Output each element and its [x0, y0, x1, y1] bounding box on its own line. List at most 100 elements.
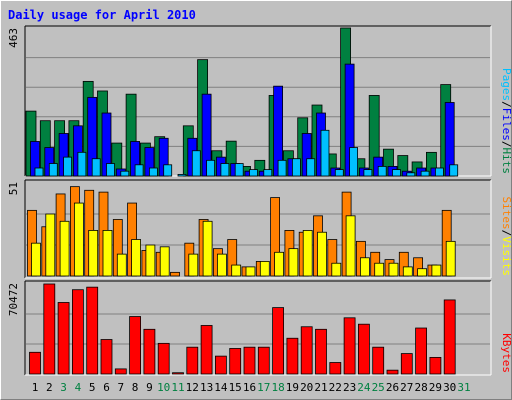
bar-kbytes-day-26	[386, 369, 399, 375]
bar-visits-day-20	[302, 230, 313, 277]
bar-kbytes-day-27	[400, 353, 413, 375]
bar-kbytes-day-17	[257, 346, 270, 375]
day-label-24: 24	[357, 381, 371, 394]
bar-visits-day-26	[388, 262, 399, 277]
day-label-8: 8	[132, 381, 139, 394]
y-max-label: 51	[7, 182, 20, 195]
chart-panels: 463 Pages/Files/Hits 51 Sites/Visits 70472 KB…	[7, 25, 512, 376]
bar-kbytes-day-16	[243, 346, 256, 375]
legend-item-hits: Hits	[500, 148, 512, 175]
bar-visits-day-15	[231, 264, 242, 277]
legend-separator: /	[500, 230, 512, 237]
bar-kbytes-day-8	[129, 316, 142, 375]
bar-visits-day-16	[245, 266, 256, 277]
bar-pages-day-12	[191, 150, 201, 177]
legend-kbytes: KBytes	[500, 333, 512, 373]
y-max-label: 70472	[7, 283, 20, 316]
day-label-26: 26	[386, 381, 399, 394]
bar-kbytes-day-25	[372, 346, 385, 375]
bar-pages-day-14	[220, 163, 230, 177]
bar-pages-day-23	[349, 147, 359, 177]
legend-hits-files-pages: Pages/Files/Hits	[500, 68, 512, 174]
bar-pages-day-13	[206, 159, 216, 177]
bar-pages-day-15	[234, 163, 244, 177]
y-max-label: 463	[7, 28, 20, 48]
day-label-23: 23	[343, 381, 356, 394]
day-label-25: 25	[372, 381, 385, 394]
bar-kbytes-day-19	[286, 337, 299, 375]
bar-visits-day-3	[59, 220, 70, 277]
bar-kbytes-day-21	[315, 328, 327, 375]
bar-pages-day-27	[406, 172, 416, 177]
day-label-9: 9	[146, 381, 153, 394]
day-label-3: 3	[60, 381, 67, 394]
legend-separator: /	[500, 141, 512, 148]
day-label-13: 13	[200, 381, 213, 394]
bar-kbytes-day-15	[229, 348, 242, 375]
bar-visits-day-17	[259, 261, 270, 277]
bar-kbytes-day-28	[415, 327, 428, 375]
bar-visits-day-29	[431, 264, 442, 277]
day-label-2: 2	[46, 381, 53, 394]
bar-pages-day-2	[48, 163, 58, 177]
bar-pages-day-17	[263, 169, 273, 177]
bar-pages-day-7	[120, 170, 130, 177]
day-label-1: 1	[32, 381, 39, 394]
bar-visits-day-19	[288, 248, 299, 277]
day-label-7: 7	[117, 381, 124, 394]
bar-visits-day-25	[374, 262, 385, 277]
bar-visits-day-28	[417, 268, 428, 277]
day-label-29: 29	[429, 381, 442, 394]
bar-pages-day-10	[163, 164, 173, 177]
day-label-5: 5	[89, 381, 96, 394]
day-label-16: 16	[243, 381, 256, 394]
bar-kbytes-day-22	[329, 362, 342, 375]
bar-pages-day-25	[377, 166, 387, 177]
bar-kbytes-day-9	[143, 328, 156, 375]
day-axis-labels: 1 2 3 4 5 6 7 8 9 10 11 12 13 14 15 16 17 18 19 20 21 22 23 24 2…	[32, 381, 471, 394]
day-label-14: 14	[214, 381, 228, 394]
bar-pages-day-1	[34, 167, 44, 177]
bar-pages-day-29	[434, 167, 444, 177]
bar-visits-day-27	[402, 266, 413, 277]
bar-visits-day-5	[88, 230, 99, 277]
bar-visits-day-10	[159, 246, 170, 277]
day-label-10: 10	[157, 381, 170, 394]
bar-kbytes-day-30	[443, 299, 456, 375]
bar-visits-day-30	[445, 240, 456, 277]
panel-hits-files-pages: 463 Pages/Files/Hits	[7, 25, 512, 177]
bar-kbytes-day-13	[200, 325, 213, 375]
bar-pages-day-24	[363, 169, 373, 177]
bar-visits-day-8	[131, 239, 142, 277]
bar-pages-day-28	[420, 170, 430, 177]
panel-kbytes: 70472 KBytes	[7, 280, 512, 376]
day-label-20: 20	[300, 381, 313, 394]
bar-pages-day-21	[320, 129, 330, 177]
bar-visits-day-22	[331, 262, 342, 277]
panel-visits-sites: 51 Sites/Visits	[7, 179, 512, 279]
bar-pages-day-16	[249, 169, 258, 177]
bar-pages-day-9	[148, 167, 158, 177]
bar-kbytes-day-24	[357, 323, 370, 375]
bar-pages-day-4	[77, 151, 87, 177]
day-label-30: 30	[443, 381, 456, 394]
day-label-31: 31	[457, 381, 470, 394]
bar-pages-day-11	[177, 174, 187, 177]
legend-item-sites: Sites	[500, 197, 512, 230]
bar-kbytes-day-11	[172, 372, 184, 375]
legend-separator: /	[500, 101, 512, 108]
day-label-12: 12	[186, 381, 199, 394]
legend-visits-sites: Sites/Visits	[500, 197, 512, 277]
bar-visits-day-1	[31, 242, 41, 277]
day-label-15: 15	[229, 381, 242, 394]
bar-kbytes-day-23	[343, 317, 356, 375]
day-label-19: 19	[286, 381, 299, 394]
legend-item-pages: Pages	[500, 68, 512, 101]
bar-kbytes-day-29	[429, 356, 442, 375]
bar-kbytes-day-3	[57, 302, 70, 375]
day-label-4: 4	[75, 381, 82, 394]
chart-title: Daily usage for April 2010	[8, 8, 196, 22]
bar-pages-day-5	[91, 158, 101, 177]
bar-pages-day-30	[449, 164, 459, 177]
bar-pages-day-8	[134, 164, 144, 177]
